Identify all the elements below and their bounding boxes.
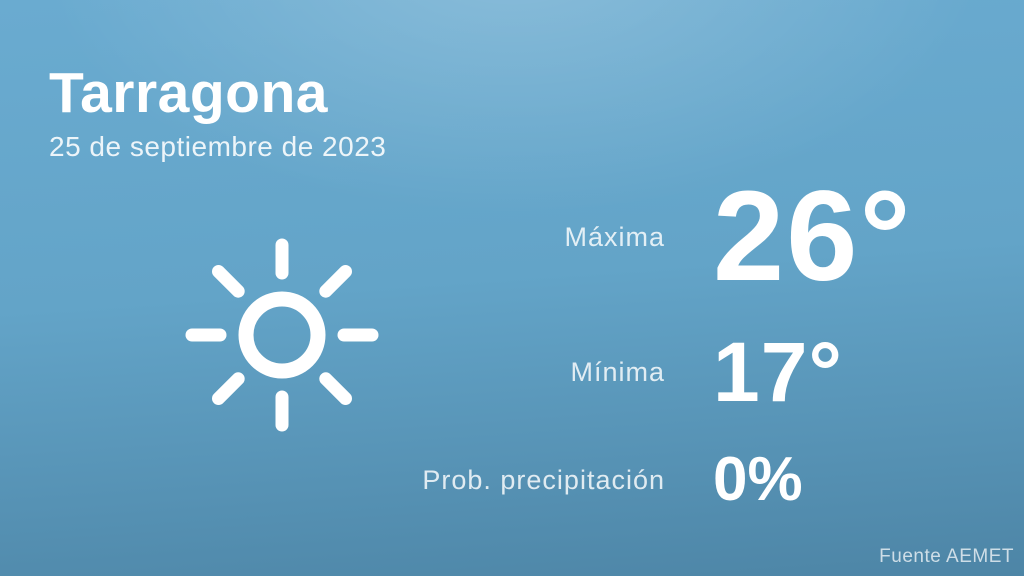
max-temp-label: Máxima [564, 221, 665, 252]
max-temp-value: 26° [713, 165, 913, 308]
precipitation-value: 0% [713, 445, 803, 514]
precipitation-row: Prob. precipitación 0% [300, 449, 940, 511]
sun-icon [182, 235, 382, 435]
page-title: Tarragona [49, 61, 329, 125]
max-temp-row: Máxima 26° [300, 173, 940, 301]
date-subtitle: 25 de septiembre de 2023 [49, 130, 387, 162]
min-temp-value: 17° [713, 325, 844, 419]
precipitation-label: Prob. precipitación [422, 464, 665, 495]
min-temp-label: Mínima [570, 356, 665, 387]
source-attribution: Fuente AEMET [879, 546, 1014, 567]
header: Tarragona 25 de septiembre de 2023 [49, 62, 386, 163]
min-temp-row: Mínima 17° [300, 330, 940, 414]
